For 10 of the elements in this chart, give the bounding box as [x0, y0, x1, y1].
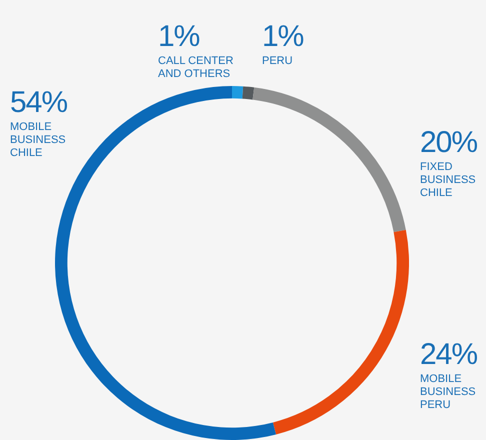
- data-label: 1%: [262, 20, 304, 53]
- slice-label: PERU: [262, 55, 294, 68]
- slice-label: MOBILE BUSINESS PERU: [420, 373, 477, 412]
- data-label: 20%: [420, 126, 478, 159]
- data-label: 1%: [158, 20, 200, 53]
- data-label: 54%: [10, 86, 68, 119]
- data-label: 24%: [420, 338, 478, 371]
- slice-label: CALL CENTER AND OTHERS: [158, 55, 234, 81]
- slice-label: FIXED BUSINESS CHILE: [420, 161, 477, 200]
- slice-label: MOBILE BUSINESS CHILE: [10, 121, 67, 160]
